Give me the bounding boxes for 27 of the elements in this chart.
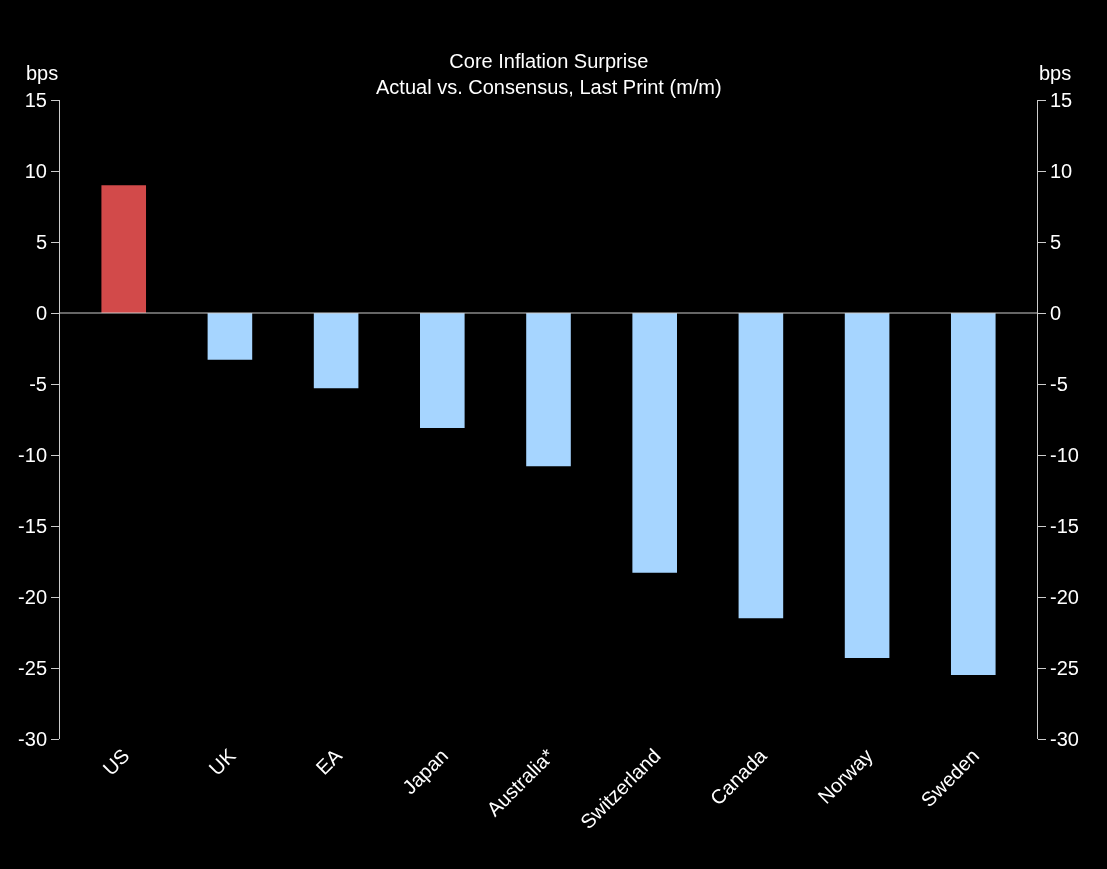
y-tick-label: -30	[18, 728, 47, 750]
y-tick-label: 0	[35, 302, 47, 324]
y-tick-label: 10	[24, 160, 47, 182]
y2-tick-label: -10	[1050, 444, 1079, 466]
y-tick-label: -10	[18, 444, 47, 466]
y-tick-label: -25	[18, 657, 47, 679]
x-tick-label: US	[98, 744, 134, 780]
x-tick-label: UK	[204, 743, 241, 780]
y2-tick-label: 5	[1050, 231, 1062, 253]
y-tick-label: -5	[29, 373, 47, 395]
y2-tick-label: -30	[1050, 728, 1079, 750]
y-axis-title: bps	[26, 62, 59, 84]
y-tick-label: 15	[24, 89, 47, 111]
y-tick-label: 5	[35, 231, 47, 253]
y2-tick-label: 15	[1050, 89, 1073, 111]
y2-tick-label: -25	[1050, 657, 1079, 679]
y-tick-label: -15	[18, 515, 47, 537]
chart-title: Core Inflation Surprise	[449, 50, 649, 72]
y2-tick-label: -5	[1050, 373, 1068, 395]
y2-tick-label: -20	[1050, 586, 1079, 608]
y2-tick-label: -15	[1050, 515, 1079, 537]
y2-axis-title: bps	[1039, 62, 1072, 84]
y2-tick-label: 10	[1050, 160, 1073, 182]
y2-tick-label: 0	[1050, 302, 1062, 324]
chart-subtitle: Actual vs. Consensus, Last Print (m/m)	[376, 76, 722, 98]
y-tick-label: -20	[18, 586, 47, 608]
x-tick-label: EA	[311, 743, 347, 779]
